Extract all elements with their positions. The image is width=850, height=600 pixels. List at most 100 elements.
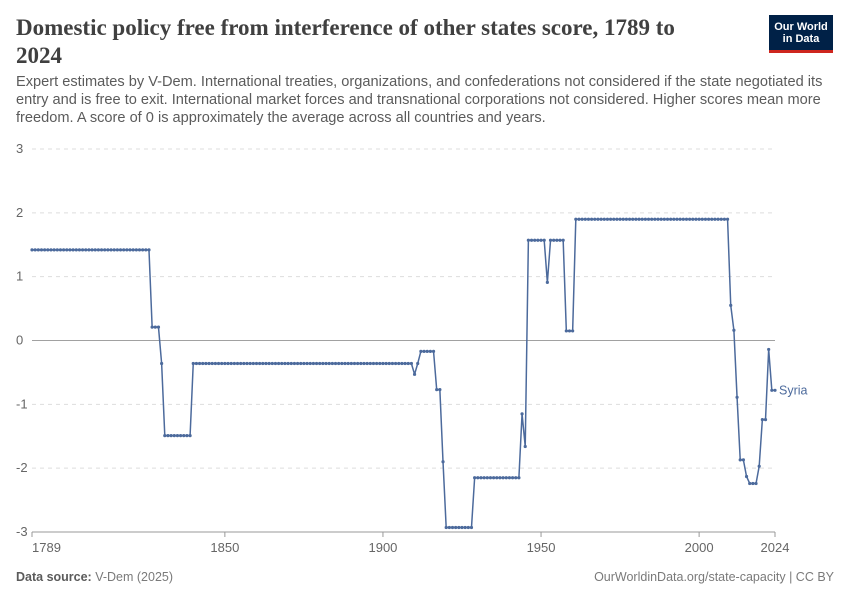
- data-point[interactable]: [302, 361, 306, 366]
- data-point[interactable]: [375, 361, 379, 366]
- data-point[interactable]: [311, 361, 315, 366]
- data-point[interactable]: [153, 325, 157, 329]
- data-point[interactable]: [397, 361, 401, 366]
- data-point[interactable]: [213, 361, 217, 366]
- data-point[interactable]: [514, 476, 518, 480]
- data-point[interactable]: [495, 476, 499, 480]
- data-point[interactable]: [197, 361, 202, 366]
- data-point[interactable]: [422, 349, 426, 353]
- data-point[interactable]: [387, 361, 391, 366]
- data-point[interactable]: [719, 217, 723, 221]
- data-point[interactable]: [669, 217, 673, 221]
- data-point[interactable]: [71, 248, 75, 252]
- data-point[interactable]: [390, 361, 395, 366]
- data-point[interactable]: [229, 361, 233, 366]
- data-point[interactable]: [277, 361, 281, 366]
- data-point[interactable]: [409, 361, 414, 366]
- data-point[interactable]: [216, 361, 221, 366]
- data-point[interactable]: [694, 217, 698, 221]
- data-point[interactable]: [188, 434, 192, 438]
- data-point[interactable]: [251, 361, 255, 366]
- data-point[interactable]: [526, 238, 530, 242]
- data-point[interactable]: [368, 361, 372, 366]
- data-point[interactable]: [473, 476, 477, 480]
- data-point[interactable]: [643, 217, 647, 221]
- data-point[interactable]: [428, 349, 432, 353]
- data-point[interactable]: [501, 476, 505, 480]
- data-point[interactable]: [725, 217, 730, 221]
- data-point[interactable]: [258, 361, 262, 366]
- data-point[interactable]: [770, 388, 774, 392]
- data-point[interactable]: [586, 217, 591, 221]
- data-point[interactable]: [583, 217, 587, 221]
- data-point[interactable]: [147, 248, 151, 252]
- data-point[interactable]: [529, 238, 534, 242]
- data-point[interactable]: [558, 238, 562, 242]
- data-point[interactable]: [507, 476, 512, 480]
- data-point[interactable]: [49, 248, 53, 252]
- data-point[interactable]: [545, 280, 549, 285]
- data-point[interactable]: [343, 361, 347, 366]
- data-point[interactable]: [182, 434, 186, 438]
- data-point[interactable]: [68, 248, 72, 252]
- data-point[interactable]: [760, 418, 764, 422]
- data-point[interactable]: [96, 248, 100, 252]
- data-point[interactable]: [744, 474, 749, 479]
- data-point[interactable]: [235, 361, 240, 366]
- data-point[interactable]: [555, 238, 559, 242]
- data-point[interactable]: [539, 238, 543, 242]
- data-point[interactable]: [232, 361, 236, 366]
- data-point[interactable]: [185, 434, 189, 438]
- data-point[interactable]: [371, 361, 376, 366]
- data-point[interactable]: [476, 476, 480, 480]
- data-point[interactable]: [33, 248, 37, 252]
- data-point[interactable]: [226, 361, 230, 366]
- data-point[interactable]: [134, 248, 138, 252]
- data-point[interactable]: [732, 328, 736, 332]
- data-point[interactable]: [333, 361, 338, 366]
- data-point[interactable]: [330, 361, 334, 366]
- data-point[interactable]: [204, 361, 208, 366]
- data-point[interactable]: [454, 525, 458, 530]
- data-point[interactable]: [292, 361, 297, 366]
- data-point[interactable]: [751, 481, 755, 486]
- data-point[interactable]: [43, 248, 47, 252]
- data-point[interactable]: [460, 525, 464, 530]
- data-point[interactable]: [273, 361, 278, 366]
- data-point[interactable]: [590, 217, 594, 221]
- data-point[interactable]: [295, 361, 300, 366]
- data-point[interactable]: [327, 361, 331, 366]
- data-point[interactable]: [536, 238, 540, 242]
- data-point[interactable]: [431, 349, 436, 353]
- data-point[interactable]: [574, 217, 578, 221]
- data-point[interactable]: [362, 361, 366, 366]
- data-point[interactable]: [542, 238, 546, 242]
- data-point[interactable]: [340, 361, 344, 366]
- data-point[interactable]: [599, 217, 603, 221]
- data-point[interactable]: [172, 434, 176, 438]
- data-point[interactable]: [74, 248, 78, 252]
- data-point[interactable]: [179, 434, 183, 438]
- data-point[interactable]: [39, 248, 44, 252]
- data-point[interactable]: [659, 217, 663, 221]
- data-point[interactable]: [602, 217, 606, 221]
- data-point[interactable]: [618, 217, 622, 221]
- data-point[interactable]: [469, 525, 474, 530]
- data-point[interactable]: [466, 525, 470, 530]
- data-point[interactable]: [36, 248, 40, 252]
- data-point[interactable]: [665, 217, 670, 221]
- data-point[interactable]: [254, 361, 259, 366]
- data-point[interactable]: [270, 361, 274, 366]
- data-point[interactable]: [567, 329, 572, 333]
- data-point[interactable]: [463, 525, 467, 530]
- data-point[interactable]: [716, 217, 720, 221]
- data-point[interactable]: [697, 217, 701, 221]
- data-point[interactable]: [653, 217, 657, 221]
- data-point[interactable]: [640, 217, 644, 221]
- data-point[interactable]: [691, 217, 695, 221]
- data-point[interactable]: [378, 361, 382, 366]
- data-point[interactable]: [299, 361, 303, 366]
- data-point[interactable]: [286, 361, 290, 366]
- data-point[interactable]: [593, 217, 597, 221]
- data-point[interactable]: [621, 217, 625, 221]
